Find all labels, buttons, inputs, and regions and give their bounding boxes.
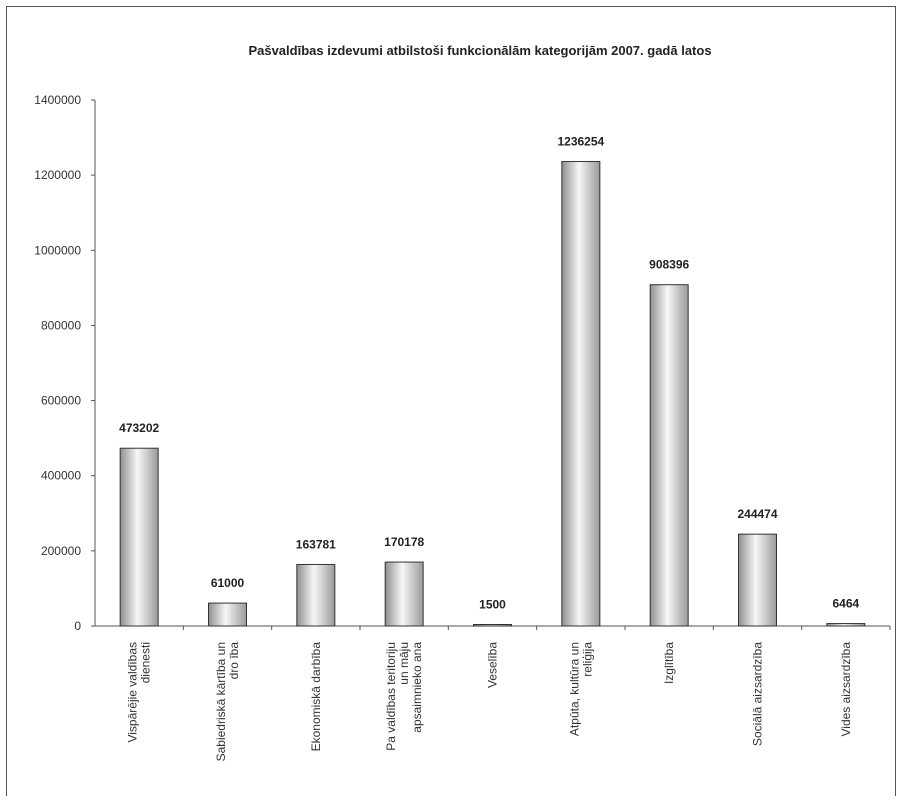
category-label-line: apsaimnieko ana xyxy=(410,642,424,733)
bar xyxy=(296,563,336,627)
y-tick-label: 400000 xyxy=(41,469,81,483)
category-label-line: Veselība xyxy=(486,642,500,688)
bar xyxy=(119,447,159,627)
data-label: 170178 xyxy=(384,535,424,549)
category-label-line: Vispārējie valdības xyxy=(126,642,140,743)
bar xyxy=(473,624,512,627)
category-label: Pa valdības teritoriju un māju apsaimnieko… xyxy=(384,642,424,751)
category-label: Sabiedriskā kārtība un dro ība xyxy=(214,642,241,762)
y-tick-label: 1400000 xyxy=(34,93,81,107)
category-label-line: dienesti xyxy=(139,642,153,683)
chart-frame xyxy=(6,6,896,796)
category-label-line: reliģija xyxy=(580,642,594,677)
bar xyxy=(208,602,247,627)
category-labels: Vispārējie valdības dienesti Sabiedriskā k… xyxy=(126,642,853,762)
data-label: 6464 xyxy=(832,597,859,611)
bar xyxy=(384,561,424,627)
category-label-line: Pa valdības teritoriju xyxy=(384,642,398,751)
category-label: Atpūta, kultūra un reliģija xyxy=(567,642,594,736)
y-tick-label: 0 xyxy=(74,619,81,633)
bar xyxy=(561,161,601,627)
category-label-line: Sociālā aizsardzība xyxy=(751,642,765,746)
y-tick-label: 1000000 xyxy=(34,243,81,257)
category-label-line: Izglītība xyxy=(662,642,676,684)
data-label: 163781 xyxy=(296,537,336,551)
y-axis-ticks: 0 200000 400000 600000 800000 1000000 1200000 1… xyxy=(34,93,95,633)
category-label-line: Vides aizsardzība xyxy=(839,642,853,737)
category-label-line: Sabiedriskā kārtība un xyxy=(214,642,228,761)
bar xyxy=(649,284,689,627)
category-label: Izglītība xyxy=(662,642,676,684)
bars xyxy=(119,161,866,627)
category-label: Sociālā aizsardzība xyxy=(751,642,765,746)
y-tick-label: 600000 xyxy=(41,394,81,408)
category-label-line: Ekonomiskā darbība xyxy=(309,642,323,752)
category-label: Vispārējie valdības dienesti xyxy=(126,642,153,743)
category-label: Veselība xyxy=(486,642,500,688)
data-label: 1236254 xyxy=(557,135,604,149)
data-label: 1500 xyxy=(479,598,506,612)
data-labels: 473202 61000 163781 170178 1500 1236254 908396… xyxy=(119,135,859,612)
category-label-line: Atpūta, kultūra un xyxy=(567,642,581,736)
data-label: 61000 xyxy=(211,576,245,590)
bar xyxy=(738,533,777,627)
chart-title: Pašvaldības izdevumi atbilstoši funkcion… xyxy=(248,43,711,58)
y-tick-label: 800000 xyxy=(41,318,81,332)
data-label: 908396 xyxy=(649,258,689,272)
data-label: 244474 xyxy=(737,507,777,521)
category-label: Vides aizsardzība xyxy=(839,642,853,737)
y-tick-label: 1200000 xyxy=(34,168,81,182)
bar xyxy=(826,623,866,627)
category-label-line: dro ība xyxy=(227,642,241,680)
y-tick-label: 200000 xyxy=(41,544,81,558)
category-label: Ekonomiskā darbība xyxy=(309,642,323,752)
category-label-line: un māju xyxy=(397,642,411,685)
data-label: 473202 xyxy=(119,421,159,435)
